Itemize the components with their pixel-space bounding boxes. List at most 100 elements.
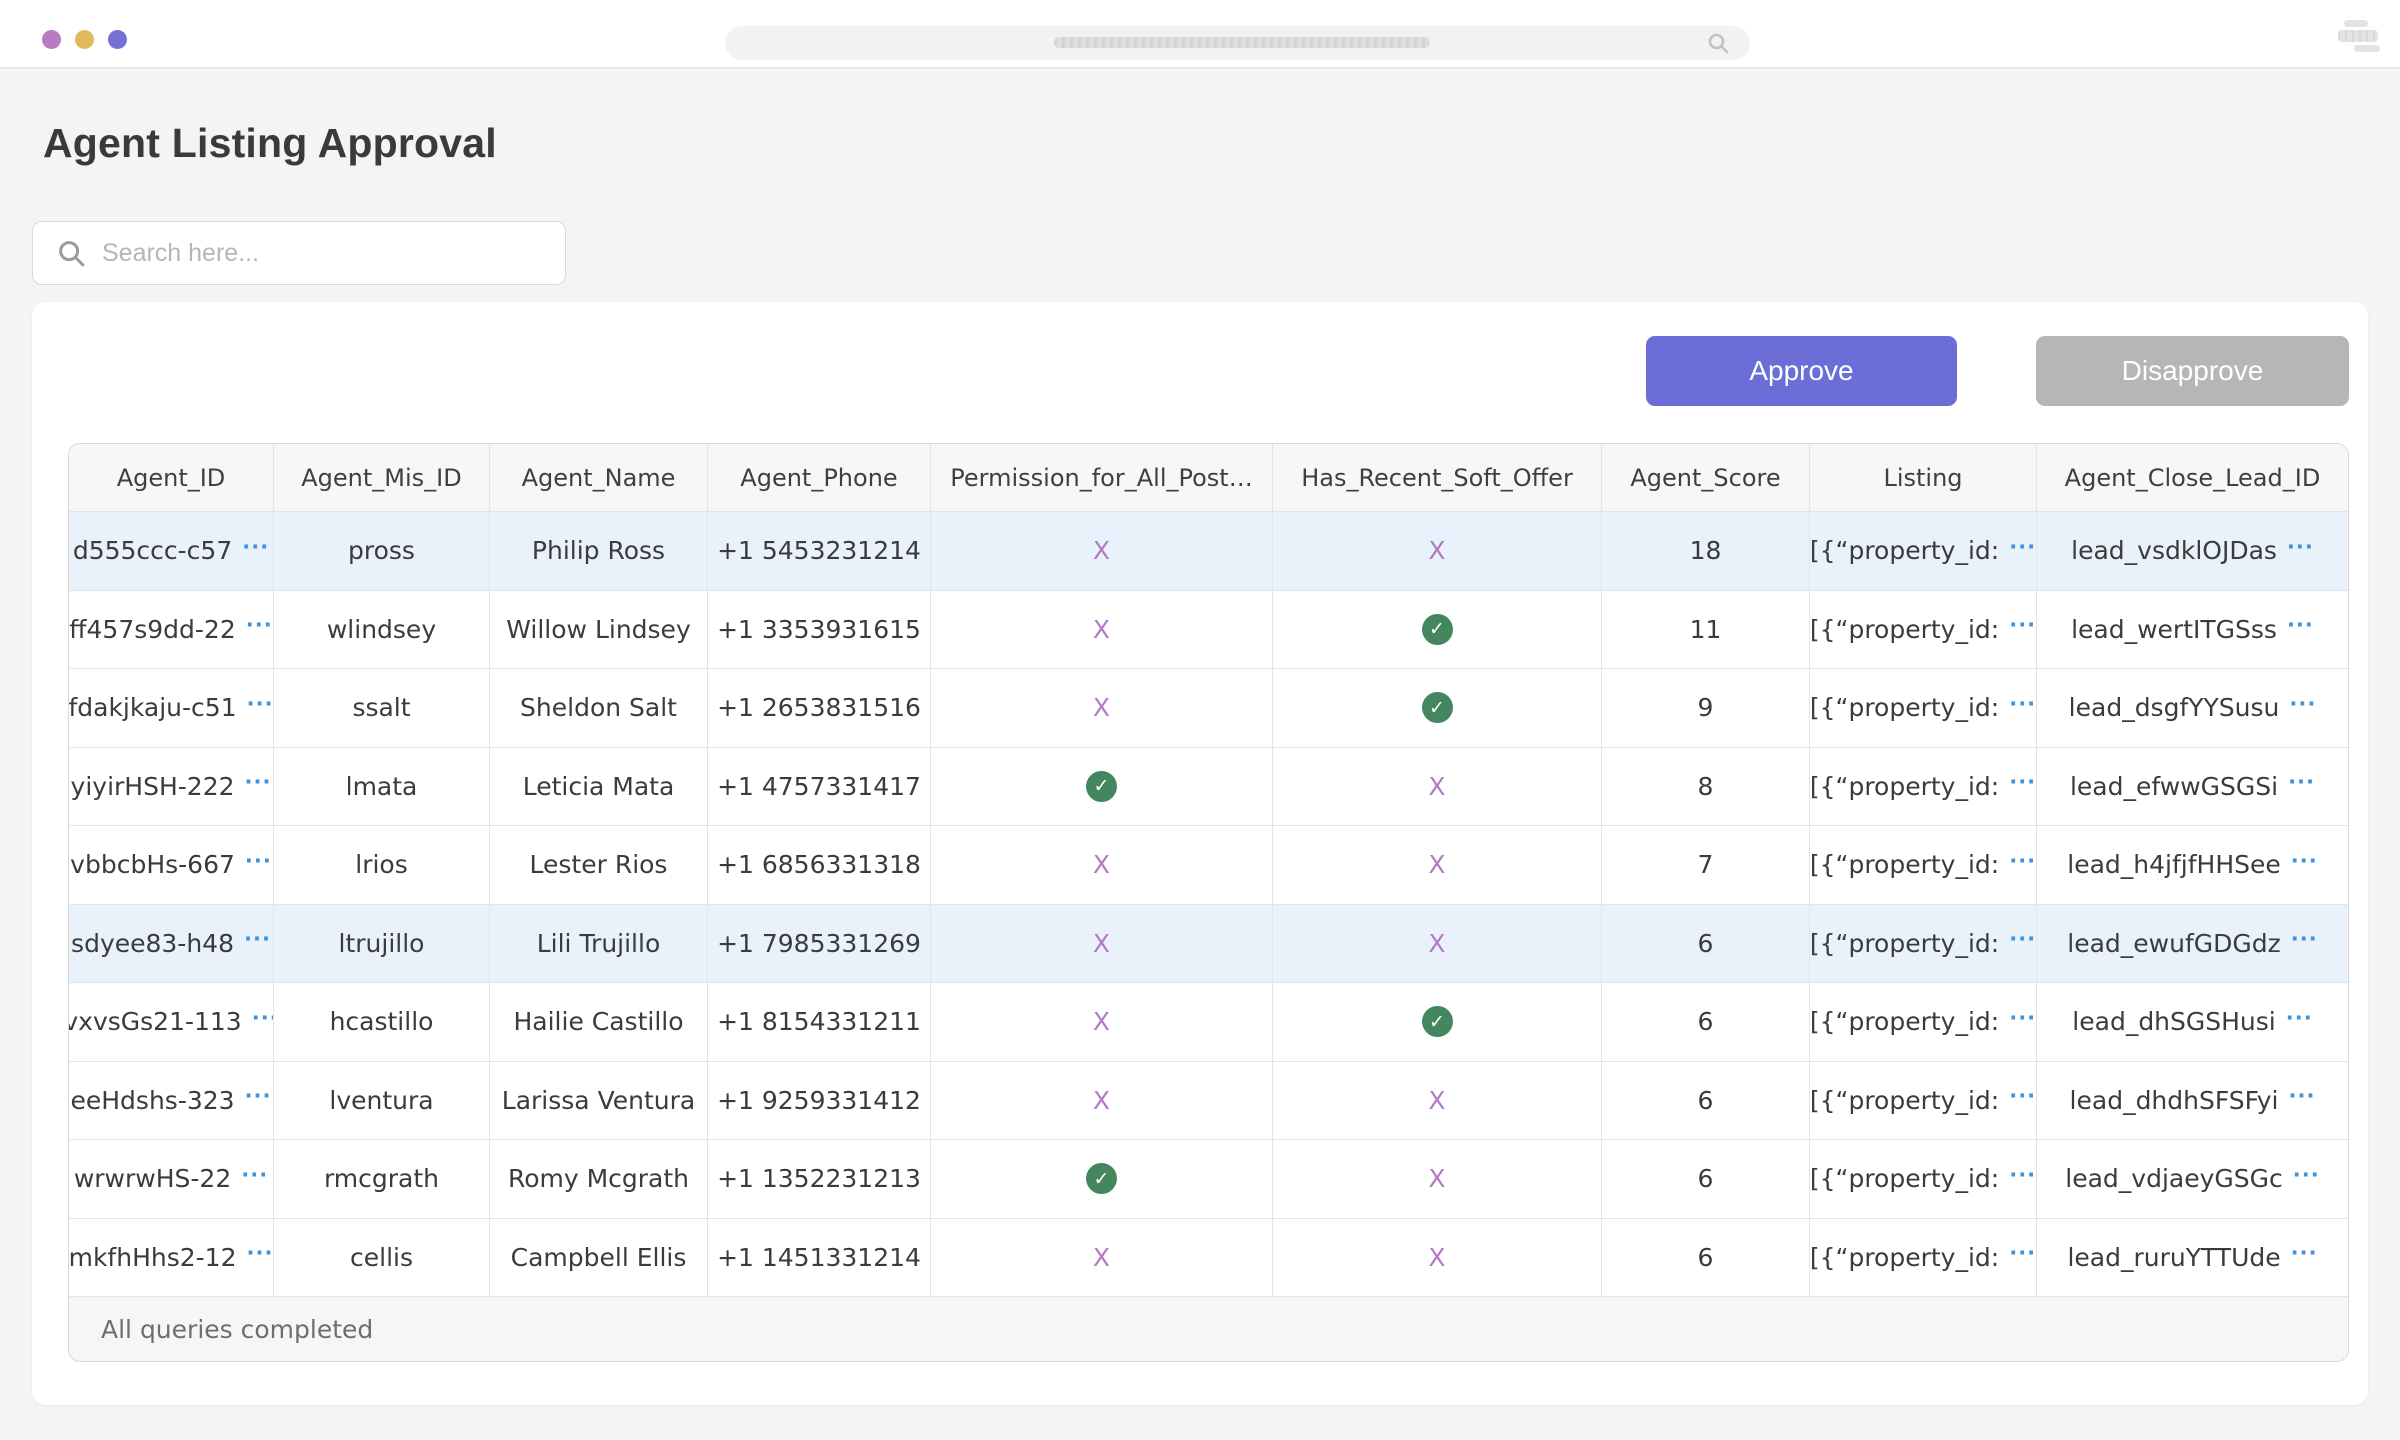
browser-address-bar[interactable] [725, 26, 1750, 60]
expand-ellipsis[interactable]: ··· [242, 534, 270, 559]
cell-agent-phone: +1 6856331318 [708, 826, 931, 904]
cell-listing: [{“property_id: ··· [1810, 826, 2037, 904]
cell-agent-score: 7 [1602, 826, 1810, 904]
expand-ellipsis[interactable]: ··· [2290, 927, 2318, 952]
cell-agent-id: d555ccc-c57 ··· [69, 512, 274, 590]
cell-agent-mis-id: cellis [274, 1218, 490, 1296]
cell-agent-phone: +1 3353931615 [708, 590, 931, 668]
expand-ellipsis[interactable]: ··· [2009, 1241, 2037, 1266]
table-header-row: Agent_ID Agent_Mis_ID Agent_Name Agent_Phon… [69, 444, 2348, 511]
approval-card: Approve Disapprove Agent_ID Agent_Mis_ID A… [32, 302, 2368, 1405]
cell-lead-id: lead_dsgfYYSusu ··· [2068, 691, 2317, 723]
column-header-lead_id: Agent_Close_Lead_ID [2064, 463, 2321, 492]
table-row[interactable]: d555ccc-c57 ··· pross Philip Ross +1 5453… [69, 511, 2348, 590]
cell-permission: X [931, 590, 1273, 668]
expand-ellipsis[interactable]: ··· [2009, 927, 2037, 952]
expand-ellipsis[interactable]: ··· [251, 1005, 273, 1030]
window-control-zoom-icon[interactable] [108, 30, 127, 49]
check-icon: ✓ [1086, 1163, 1117, 1195]
x-mark: X [1092, 1242, 1111, 1272]
expand-ellipsis[interactable]: ··· [2288, 1084, 2316, 1109]
window-control-minimize-icon[interactable] [75, 30, 94, 49]
search-icon [1708, 33, 1729, 54]
reader-lines-icon[interactable] [2338, 20, 2384, 52]
expand-ellipsis[interactable]: ··· [2286, 613, 2314, 638]
cell-agent-name: Lester Rios [490, 826, 708, 904]
x-mark: X [1428, 1085, 1446, 1115]
cell-agent-id: yiyirHSH-222 ··· [69, 747, 274, 825]
cell-agent-phone: +1 1451331214 [708, 1218, 931, 1296]
cell-listing: [{“property_id: ··· [1810, 1140, 2037, 1218]
expand-ellipsis[interactable]: ··· [244, 1084, 272, 1109]
expand-ellipsis[interactable]: ··· [2009, 1162, 2037, 1187]
cell-listing: [{“property_id: ··· [1810, 747, 2037, 825]
x-mark: X [1428, 1242, 1446, 1272]
cell-permission: X [931, 1061, 1273, 1139]
cell-agent-mis-id: lventura [274, 1061, 490, 1139]
expand-ellipsis[interactable]: ··· [246, 691, 274, 716]
x-mark: X [1428, 771, 1446, 801]
cell-agent-name: Campbell Ellis [490, 1218, 708, 1296]
expand-ellipsis[interactable]: ··· [246, 1241, 274, 1266]
cell-permission: ✓ [931, 747, 1273, 825]
cell-agent-phone: +1 2653831516 [708, 669, 931, 747]
expand-ellipsis[interactable]: ··· [2009, 1084, 2037, 1109]
table-row[interactable]: wrwrwHS-22 ··· rmcgrath Romy Mcgrath +1 1… [69, 1139, 2348, 1218]
cell-agent-name: Hailie Castillo [490, 983, 708, 1061]
cell-agent-mis-id: hcastillo [274, 983, 490, 1061]
expand-ellipsis[interactable]: ··· [2009, 848, 2037, 873]
table-row[interactable]: vxvsGs21-113··· hcastillo Hailie Castill… [69, 982, 2348, 1061]
approve-button[interactable]: Approve [1646, 336, 1957, 406]
search-input[interactable] [102, 233, 565, 273]
expand-ellipsis[interactable]: ··· [2288, 770, 2316, 795]
expand-ellipsis[interactable]: ··· [2285, 1005, 2313, 1030]
cell-agent-phone: +1 9259331412 [708, 1061, 931, 1139]
cell-agent-mis-id: ssalt [274, 669, 490, 747]
window-control-close-icon[interactable] [42, 30, 61, 49]
disapprove-button[interactable]: Disapprove [2036, 336, 2349, 406]
expand-ellipsis[interactable]: ··· [245, 613, 273, 638]
search-icon [59, 241, 85, 267]
cell-lead-id: lead_ruruYTTUde ··· [2067, 1241, 2318, 1272]
table-row[interactable]: eeHdshs-323 ··· lventura Larissa Ventura … [69, 1060, 2348, 1139]
expand-ellipsis[interactable]: ··· [2290, 1241, 2318, 1266]
line-bar [2354, 45, 2380, 52]
window-titlebar [0, 0, 2400, 69]
cell-soft-offer: X [1273, 904, 1602, 982]
table-row[interactable]: sdyee83-h48 ··· ltrujillo Lili Trujillo +… [69, 903, 2348, 982]
cell-agent-phone: +1 5453231214 [708, 512, 931, 590]
expand-ellipsis[interactable]: ··· [2292, 1162, 2320, 1187]
expand-ellipsis[interactable]: ··· [2009, 534, 2037, 559]
table-row[interactable]: fdakjkaju-c51 ··· ssalt Sheldon Salt +1 2… [69, 668, 2348, 747]
expand-ellipsis[interactable]: ··· [2286, 534, 2314, 559]
cell-agent-id: eeHdshs-323 ··· [69, 1061, 274, 1139]
x-mark: X [1092, 928, 1111, 958]
expand-ellipsis[interactable]: ··· [244, 848, 272, 873]
table-search-field[interactable] [32, 221, 566, 285]
expand-ellipsis[interactable]: ··· [241, 1162, 269, 1187]
cell-agent-score: 6 [1602, 1061, 1810, 1139]
expand-ellipsis[interactable]: ··· [2009, 691, 2037, 716]
cell-agent-phone: +1 1352231213 [708, 1140, 931, 1218]
cell-soft-offer: X [1273, 747, 1602, 825]
table-row[interactable]: mkfhHhs2-12 ··· cellis Campbell Ellis +1 … [69, 1217, 2348, 1296]
check-icon: ✓ [1086, 770, 1117, 802]
cell-agent-mis-id: ltrujillo [274, 904, 490, 982]
table-row[interactable]: yiyirHSH-222 ··· lmata Leticia Mata +1 47… [69, 746, 2348, 825]
expand-ellipsis[interactable]: ··· [2009, 770, 2037, 795]
cell-agent-id: mkfhHhs2-12 ··· [69, 1218, 274, 1296]
expand-ellipsis[interactable]: ··· [2009, 613, 2037, 638]
expand-ellipsis[interactable]: ··· [244, 927, 271, 952]
cell-agent-mis-id: wlindsey [274, 590, 490, 668]
cell-agent-name: Larissa Ventura [490, 1061, 708, 1139]
expand-ellipsis[interactable]: ··· [2290, 848, 2318, 873]
expand-ellipsis[interactable]: ··· [244, 770, 272, 795]
expand-ellipsis[interactable]: ··· [2009, 1005, 2037, 1030]
expand-ellipsis[interactable]: ··· [2289, 691, 2317, 716]
cell-listing: [{“property_id: ··· [1810, 1218, 2037, 1296]
x-mark: X [1092, 693, 1111, 723]
table-row[interactable]: vbbcbHs-667 ··· lrios Lester Rios +1 6856… [69, 825, 2348, 904]
column-header-listing: Listing [1810, 444, 2037, 511]
table-row[interactable]: ff457s9dd-22 ··· wlindsey Willow Lindsey … [69, 589, 2348, 668]
column-header-phone: Agent_Phone [708, 444, 931, 511]
